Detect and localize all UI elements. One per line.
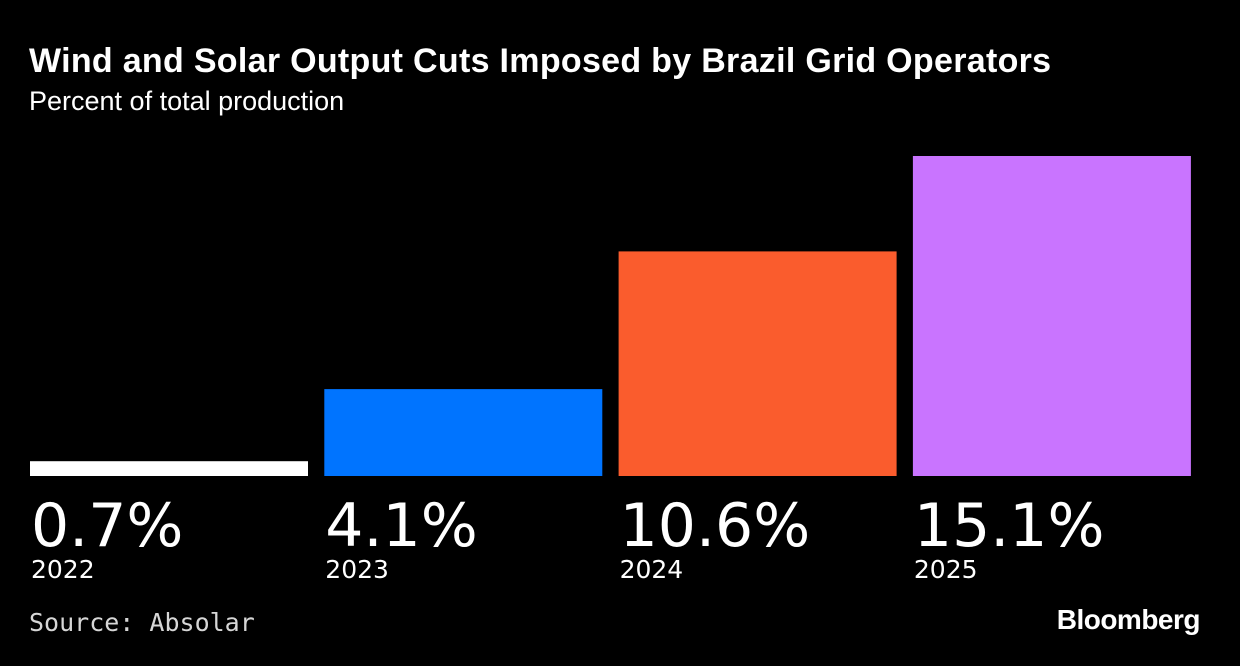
bar-2023	[324, 389, 603, 476]
bar-2025	[912, 156, 1191, 476]
source-note: Source: Absolar	[29, 608, 255, 637]
value-label-2022: 0.7%	[31, 491, 183, 561]
category-label-2023: 2023	[325, 555, 389, 584]
bar-2022	[30, 461, 308, 476]
value-label-2023: 4.1%	[325, 491, 477, 561]
chart-subtitle: Percent of total production	[29, 86, 345, 116]
chart-title: Wind and Solar Output Cuts Imposed by Br…	[29, 42, 1052, 80]
bar-2024	[618, 251, 897, 476]
value-label-2024: 10.6%	[620, 491, 811, 561]
bloomberg-logo: Bloomberg	[1056, 604, 1201, 635]
category-label-2024: 2024	[620, 555, 684, 584]
value-label-2025: 15.1%	[914, 491, 1105, 561]
category-label-2022: 2022	[31, 555, 95, 584]
category-label-2025: 2025	[914, 555, 978, 584]
